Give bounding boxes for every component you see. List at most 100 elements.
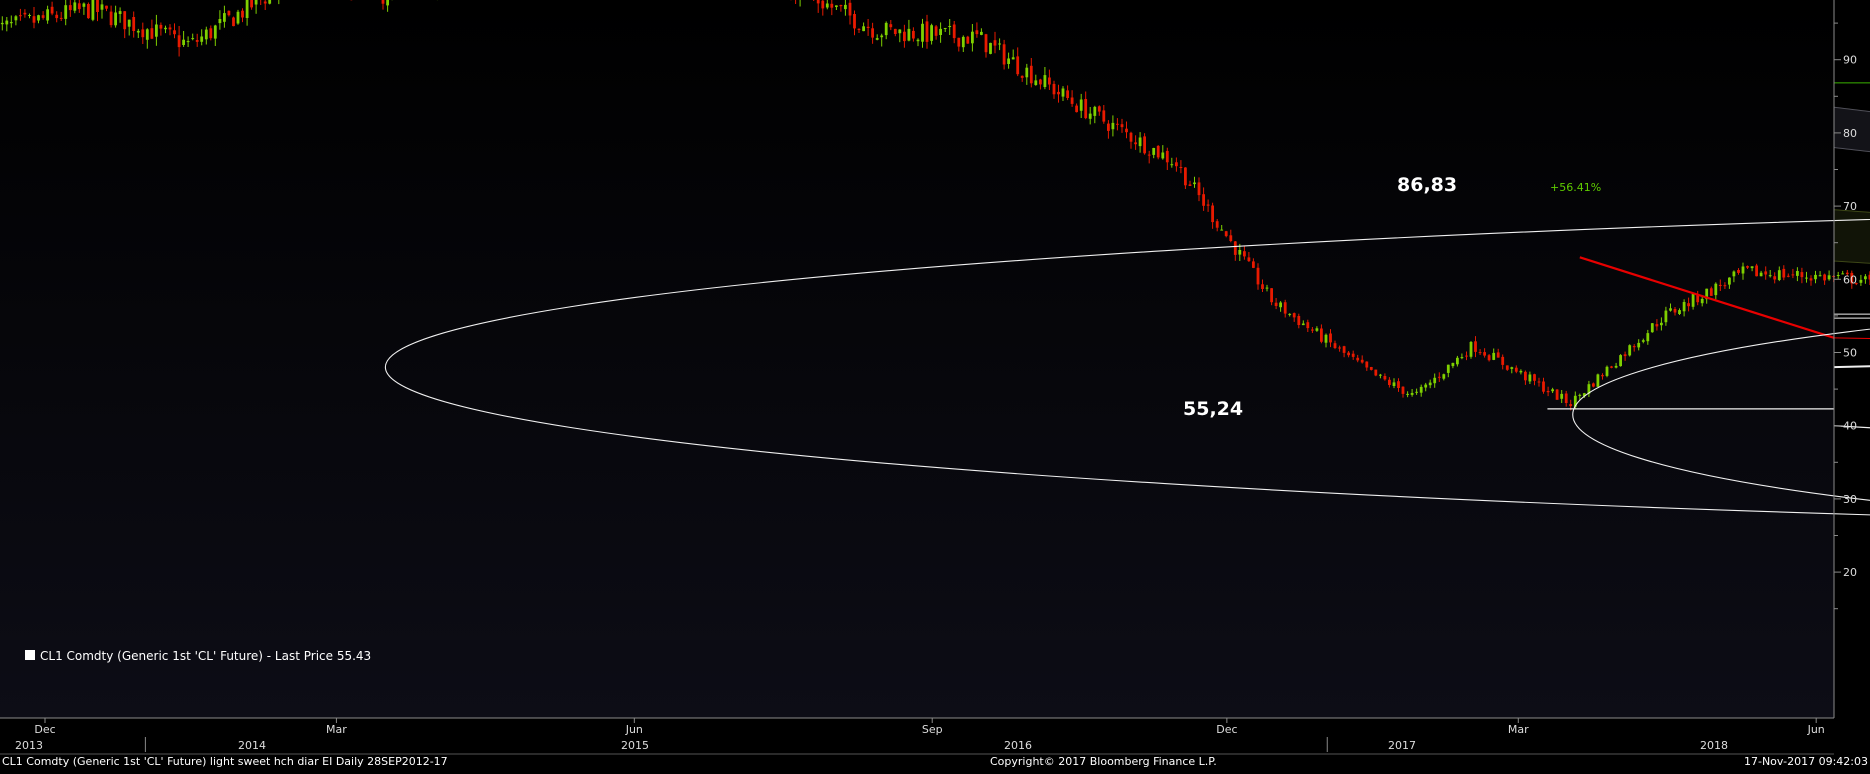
candle-body <box>1180 167 1183 168</box>
candle-body <box>1669 308 1672 310</box>
candle-body <box>1515 368 1518 372</box>
candle-body <box>1261 284 1264 289</box>
candle-body <box>1053 84 1056 94</box>
candle-body <box>989 43 992 54</box>
candle-body <box>1025 68 1028 78</box>
candle-body <box>1860 280 1863 283</box>
candle-body <box>1089 114 1092 119</box>
candle-body <box>1325 335 1328 343</box>
candle-body <box>24 13 27 15</box>
candle-body <box>55 15 58 18</box>
candle-body <box>821 1 824 9</box>
x-year-label: 2014 <box>238 739 266 752</box>
candle-body <box>1733 272 1736 277</box>
candle-body <box>1334 343 1337 348</box>
candle-body <box>1316 328 1319 331</box>
y-tick-label: 30 <box>1843 493 1857 506</box>
candle-body <box>205 30 208 40</box>
candle-body <box>178 35 181 47</box>
candle-body <box>1728 278 1731 285</box>
candle-body <box>1624 354 1627 356</box>
candle-body <box>141 29 144 37</box>
candle-body <box>228 11 231 15</box>
candle-body <box>1805 278 1808 279</box>
x-tick-label: Sep <box>922 723 943 736</box>
candle-body <box>132 17 135 31</box>
candle-body <box>1524 372 1527 381</box>
candle-body <box>1220 230 1223 231</box>
y-tick-label: 80 <box>1843 127 1857 140</box>
candle-body <box>1134 142 1137 144</box>
candle-body <box>1538 382 1541 383</box>
y-tick-label: 20 <box>1843 566 1857 579</box>
x-year-label: 2016 <box>1004 739 1032 752</box>
candle-body <box>1397 381 1400 388</box>
candle-body <box>948 26 951 27</box>
candle-body <box>944 28 947 29</box>
target-percent-label: +56.41% <box>1550 181 1601 194</box>
y-tick-label: 40 <box>1843 420 1857 433</box>
candle-body <box>894 29 897 34</box>
candle-body <box>1329 334 1332 343</box>
candle-body <box>1628 345 1631 355</box>
candle-body <box>1252 261 1255 268</box>
candle-body <box>1207 205 1210 206</box>
candle-body <box>1116 124 1119 125</box>
candle-body <box>1238 250 1241 255</box>
candle-body <box>1814 275 1817 279</box>
candle-body <box>96 0 99 12</box>
candle-body <box>1520 371 1523 373</box>
candle-body <box>73 2 76 10</box>
candle-body <box>1302 324 1305 326</box>
candle-body <box>962 37 965 47</box>
candle-body <box>1737 270 1740 273</box>
candle-body <box>1279 303 1282 308</box>
candle-body <box>1701 299 1704 303</box>
candle-body <box>1438 377 1441 378</box>
candle-body <box>191 38 194 39</box>
candle-body <box>1075 106 1078 113</box>
candle-body <box>912 31 915 39</box>
candle-body <box>1039 80 1042 85</box>
candle-body <box>60 18 63 19</box>
candle-body <box>1225 231 1228 236</box>
candle-body <box>1801 272 1804 277</box>
candle-body <box>173 30 176 34</box>
candle-body <box>1 23 4 24</box>
candle-body <box>1356 358 1359 361</box>
candle-body <box>169 28 172 30</box>
candle-body <box>939 29 942 35</box>
x-tick-label: Dec <box>34 723 55 736</box>
candle-body <box>137 31 140 33</box>
candle-body <box>110 12 113 26</box>
candle-body <box>268 0 271 4</box>
candle-body <box>1048 78 1051 85</box>
candle-body <box>1071 98 1074 104</box>
candle-body <box>871 28 874 37</box>
candle-body <box>1402 387 1405 394</box>
candle-body <box>1170 164 1173 165</box>
candle-body <box>1411 393 1414 395</box>
candle-body <box>858 29 861 30</box>
candle-body <box>1470 342 1473 357</box>
candle-body <box>935 26 938 35</box>
candle-body <box>264 2 267 4</box>
candle-body <box>1003 44 1006 64</box>
candle-body <box>1501 357 1504 365</box>
candle-body <box>1084 99 1087 118</box>
candle-body <box>69 5 72 10</box>
candle-body <box>1710 288 1713 296</box>
candle-body <box>1633 346 1636 347</box>
candle-body <box>1610 366 1613 367</box>
candle-body <box>1678 310 1681 314</box>
candle-body <box>844 5 847 9</box>
legend-swatch <box>25 650 35 660</box>
candle-body <box>1810 278 1813 280</box>
candle-body <box>1152 148 1155 155</box>
candle-body <box>1796 271 1799 276</box>
candle-body <box>28 15 31 16</box>
candle-body <box>1547 391 1550 392</box>
candle-body <box>255 0 258 5</box>
candle-body <box>1343 346 1346 353</box>
candle-body <box>966 37 969 44</box>
